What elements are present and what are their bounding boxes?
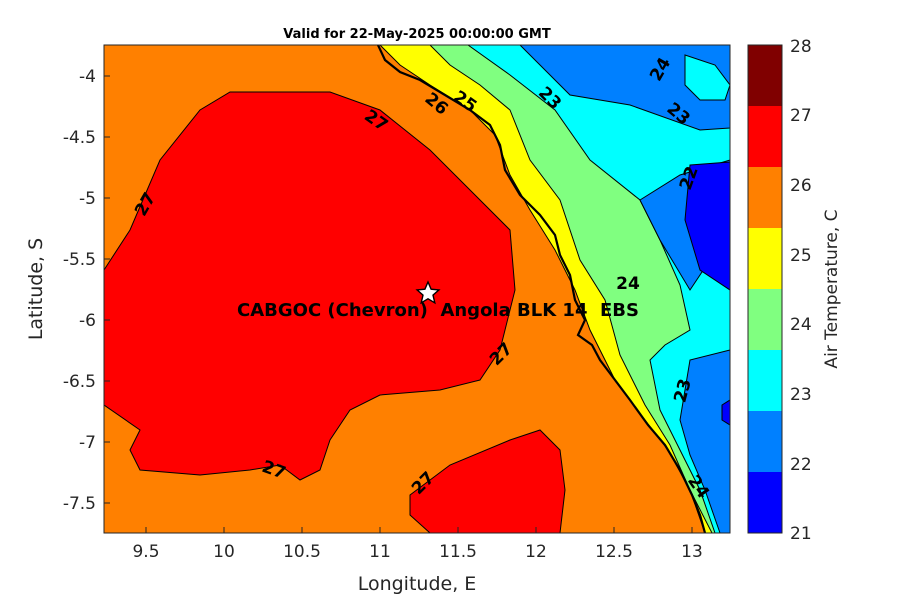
colorbar-tick-label: 25	[790, 246, 812, 266]
y-tick-label: -5	[79, 189, 96, 209]
island-23-24	[684, 54, 730, 101]
colorbar-tick-label: 21	[790, 524, 812, 544]
site-label: CABGOC (Chevron) Angola BLK 14 EBS	[237, 300, 639, 321]
band-23-24	[467, 45, 730, 533]
colorbar-swatch-26-27	[748, 167, 782, 228]
colorbar-tick-label: 24	[790, 315, 812, 335]
colorbar-frame	[747, 44, 783, 534]
x-axis-label: Longitude, E	[358, 573, 477, 595]
y-tick-label: -6	[79, 311, 96, 331]
colorbar-tick-label: 27	[790, 106, 812, 126]
colorbar-tick-label: 28	[790, 37, 812, 57]
colorbar-tick-label: 22	[790, 455, 812, 475]
y-axis: -4 -4.5 -5 -5.5 -6 -6.5 -7 -7.5 Latitude…	[25, 67, 110, 514]
y-tick-label: -7	[79, 433, 96, 453]
x-tick-label: 13	[681, 542, 703, 562]
y-tick-label: -7.5	[63, 494, 96, 514]
colorbar-tick-label: 23	[790, 385, 812, 405]
y-tick-label: -6.5	[63, 372, 96, 392]
x-tick-label: 11	[369, 542, 391, 562]
map-title: Valid for 22-May-2025 00:00:00 GMT	[283, 27, 551, 42]
band-21-22-small	[721, 399, 730, 426]
x-tick-label: 9.5	[132, 542, 159, 562]
colorbar: 21 22 23 24 25 26 27 28 Air Temperature,…	[747, 37, 842, 544]
band-27-28-main	[104, 91, 516, 481]
star-icon	[415, 280, 441, 305]
colorbar-label: Air Temperature, C	[822, 209, 842, 368]
colorbar-tick-label: 26	[790, 176, 812, 196]
colorbar-swatch-21-22	[748, 472, 782, 533]
y-tick-label: -4.5	[63, 128, 96, 148]
y-axis-label: Latitude, S	[25, 238, 47, 340]
band-21-22	[684, 161, 730, 291]
x-tick-label: 11.5	[439, 542, 477, 562]
colorbar-swatch-28	[748, 45, 782, 106]
colorbar-swatch-25-26	[748, 228, 782, 289]
band-22-23	[519, 45, 730, 131]
colorbar-swatch-23-24	[748, 350, 782, 411]
y-tick-label: -4	[79, 67, 96, 87]
x-tick-label: 10.5	[283, 542, 321, 562]
colorbar-swatch-22-23	[748, 411, 782, 472]
coastline	[377, 45, 707, 533]
x-tick-label: 10	[213, 542, 235, 562]
plot-frame	[103, 44, 731, 534]
x-tick-label: 12.5	[595, 542, 633, 562]
band-27-28-bottom	[409, 429, 566, 533]
site-marker: CABGOC (Chevron) Angola BLK 14 EBS	[237, 280, 639, 321]
y-tick-label: -5.5	[63, 250, 96, 270]
contour-map	[104, 45, 730, 533]
colorbar-swatch-24-25	[748, 289, 782, 350]
contour-label: 24	[616, 274, 640, 294]
colorbar-swatch-27-28	[748, 106, 782, 167]
x-axis: 9.5 10 10.5 11 11.5 12 12.5 13 Longitude…	[132, 527, 703, 595]
x-tick-label: 12	[525, 542, 547, 562]
